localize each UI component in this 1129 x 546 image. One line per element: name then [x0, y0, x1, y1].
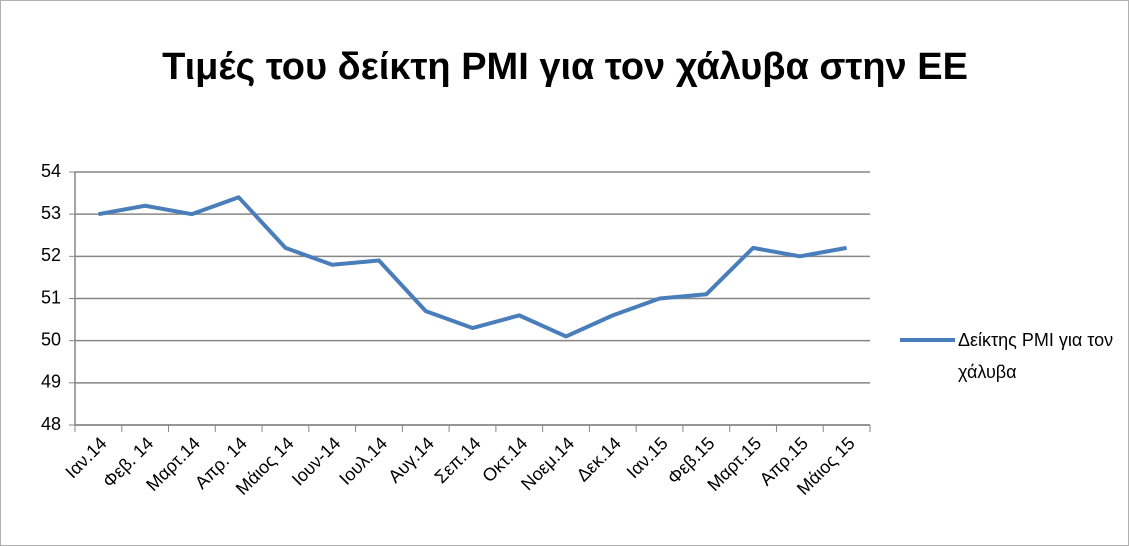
chart-title: Τιμές του δείκτη PMI για τον χάλυβα στην… — [162, 46, 968, 88]
legend-label: Δείκτης PMI για τον χάλυβα — [958, 330, 1114, 382]
y-tick-label: 48 — [41, 414, 61, 434]
y-tick-label: 54 — [41, 161, 61, 181]
y-tick-label: 51 — [41, 287, 61, 307]
y-tick-label: 52 — [41, 245, 61, 265]
y-tick-label: 49 — [41, 372, 61, 392]
y-tick-label: 53 — [41, 203, 61, 223]
y-tick-label: 50 — [41, 329, 61, 349]
data-line — [98, 195, 847, 339]
